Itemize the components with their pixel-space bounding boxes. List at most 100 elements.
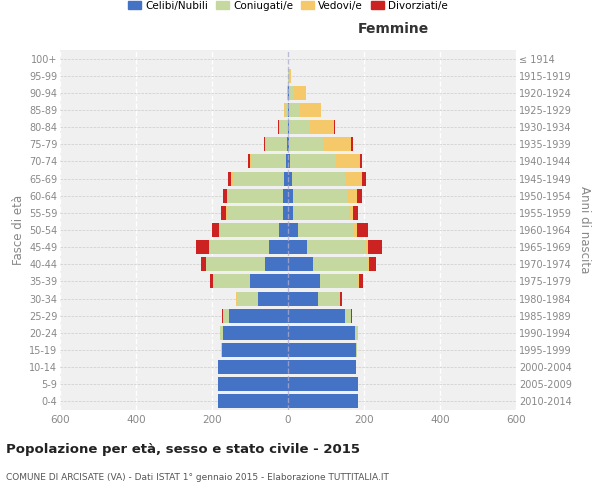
Bar: [287, 86, 288, 100]
Legend: Celibi/Nubili, Coniugati/e, Vedovi/e, Divorziati/e: Celibi/Nubili, Coniugati/e, Vedovi/e, Di…: [125, 0, 451, 14]
Bar: [288, 86, 289, 100]
Bar: [323, 138, 352, 151]
Bar: [349, 206, 353, 220]
Bar: [283, 206, 288, 220]
Bar: [353, 206, 358, 220]
Bar: [340, 292, 341, 306]
Bar: [362, 172, 366, 185]
Bar: [219, 223, 220, 237]
Bar: [285, 103, 288, 117]
Bar: [293, 206, 349, 220]
Bar: [218, 378, 288, 392]
Bar: [284, 172, 288, 185]
Text: Popolazione per età, sesso e stato civile - 2015: Popolazione per età, sesso e stato civil…: [6, 442, 360, 456]
Bar: [222, 308, 223, 322]
Bar: [298, 223, 354, 237]
Bar: [227, 188, 229, 202]
Bar: [288, 326, 355, 340]
Bar: [307, 240, 366, 254]
Bar: [295, 86, 306, 100]
Bar: [280, 120, 288, 134]
Bar: [265, 258, 288, 272]
Bar: [289, 138, 323, 151]
Y-axis label: Anni di nascita: Anni di nascita: [578, 186, 591, 274]
Bar: [233, 172, 284, 185]
Bar: [229, 188, 283, 202]
Bar: [213, 274, 214, 288]
Bar: [210, 240, 269, 254]
Bar: [264, 138, 265, 151]
Bar: [290, 154, 335, 168]
Bar: [228, 172, 231, 185]
Bar: [231, 172, 233, 185]
Bar: [288, 394, 358, 408]
Bar: [357, 188, 362, 202]
Bar: [288, 103, 289, 117]
Bar: [223, 326, 288, 340]
Bar: [288, 274, 320, 288]
Bar: [355, 326, 358, 340]
Bar: [288, 68, 289, 82]
Bar: [206, 258, 265, 272]
Bar: [354, 223, 357, 237]
Bar: [289, 86, 295, 100]
Bar: [366, 240, 368, 254]
Bar: [288, 360, 356, 374]
Y-axis label: Fasce di età: Fasce di età: [11, 195, 25, 265]
Bar: [257, 292, 288, 306]
Bar: [252, 154, 286, 168]
Bar: [218, 394, 288, 408]
Bar: [288, 188, 293, 202]
Bar: [226, 206, 227, 220]
Bar: [358, 274, 359, 288]
Bar: [352, 138, 353, 151]
Bar: [210, 274, 213, 288]
Text: COMUNE DI ARCISATE (VA) - Dati ISTAT 1° gennaio 2015 - Elaborazione TUTTITALIA.I: COMUNE DI ARCISATE (VA) - Dati ISTAT 1° …: [6, 472, 389, 482]
Bar: [293, 188, 347, 202]
Bar: [248, 154, 250, 168]
Bar: [221, 343, 288, 357]
Bar: [320, 274, 358, 288]
Bar: [289, 103, 300, 117]
Bar: [368, 240, 382, 254]
Bar: [237, 292, 257, 306]
Bar: [345, 308, 350, 322]
Bar: [201, 258, 206, 272]
Bar: [196, 240, 209, 254]
Bar: [335, 154, 360, 168]
Bar: [227, 206, 283, 220]
Bar: [288, 240, 307, 254]
Bar: [288, 258, 313, 272]
Bar: [288, 378, 358, 392]
Bar: [266, 138, 287, 151]
Bar: [288, 120, 289, 134]
Bar: [289, 68, 290, 82]
Bar: [288, 154, 290, 168]
Bar: [369, 258, 376, 272]
Bar: [288, 308, 345, 322]
Bar: [334, 120, 335, 134]
Bar: [359, 274, 363, 288]
Bar: [351, 308, 352, 322]
Bar: [220, 326, 223, 340]
Bar: [284, 103, 285, 117]
Bar: [269, 240, 288, 254]
Bar: [288, 343, 356, 357]
Bar: [356, 343, 357, 357]
Bar: [300, 103, 321, 117]
Bar: [288, 172, 292, 185]
Bar: [313, 258, 368, 272]
Bar: [347, 188, 357, 202]
Bar: [292, 172, 345, 185]
Bar: [220, 223, 278, 237]
Bar: [214, 274, 250, 288]
Bar: [223, 308, 229, 322]
Bar: [250, 154, 252, 168]
Bar: [229, 308, 288, 322]
Bar: [221, 206, 226, 220]
Bar: [288, 206, 293, 220]
Bar: [212, 223, 219, 237]
Bar: [288, 292, 319, 306]
Text: Femmine: Femmine: [357, 22, 428, 36]
Bar: [287, 138, 288, 151]
